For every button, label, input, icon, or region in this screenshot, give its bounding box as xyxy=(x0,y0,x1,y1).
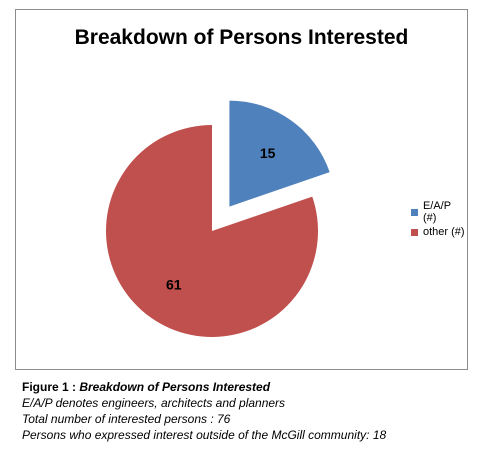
legend-swatch-eap xyxy=(411,208,418,216)
pie-data-label-0: 15 xyxy=(260,145,276,161)
pie-data-label-1: 61 xyxy=(166,276,182,292)
chart-legend: E/A/P (#) other (#) xyxy=(411,200,467,242)
legend-item-eap: E/A/P (#) xyxy=(411,200,467,224)
chart-frame: Breakdown of Persons Interested 15 61 E/A… xyxy=(15,9,468,370)
caption-line-total: Total number of interested persons : 76 xyxy=(22,412,231,426)
caption-heading: Figure 1 : Breakdown of Persons Interest… xyxy=(22,379,386,395)
legend-item-other: other (#) xyxy=(411,222,467,242)
pie-slice-1 xyxy=(106,125,318,337)
caption-line-outside: Persons who expressed interest outside o… xyxy=(22,428,387,442)
legend-label-other: other (#) xyxy=(423,226,465,238)
chart-title: Breakdown of Persons Interested xyxy=(74,26,409,49)
figure-caption: Figure 1 : Breakdown of Persons Interest… xyxy=(22,379,386,443)
caption-figure-label: Figure 1 : xyxy=(22,380,80,394)
caption-line-eap-definition: E/A/P denotes engineers, architects and … xyxy=(22,396,286,410)
pie-slice-0 xyxy=(229,100,330,207)
legend-swatch-other xyxy=(411,228,418,236)
legend-label-eap: E/A/P (#) xyxy=(422,200,451,224)
caption-figure-title: Breakdown of Persons Interested xyxy=(79,380,271,394)
